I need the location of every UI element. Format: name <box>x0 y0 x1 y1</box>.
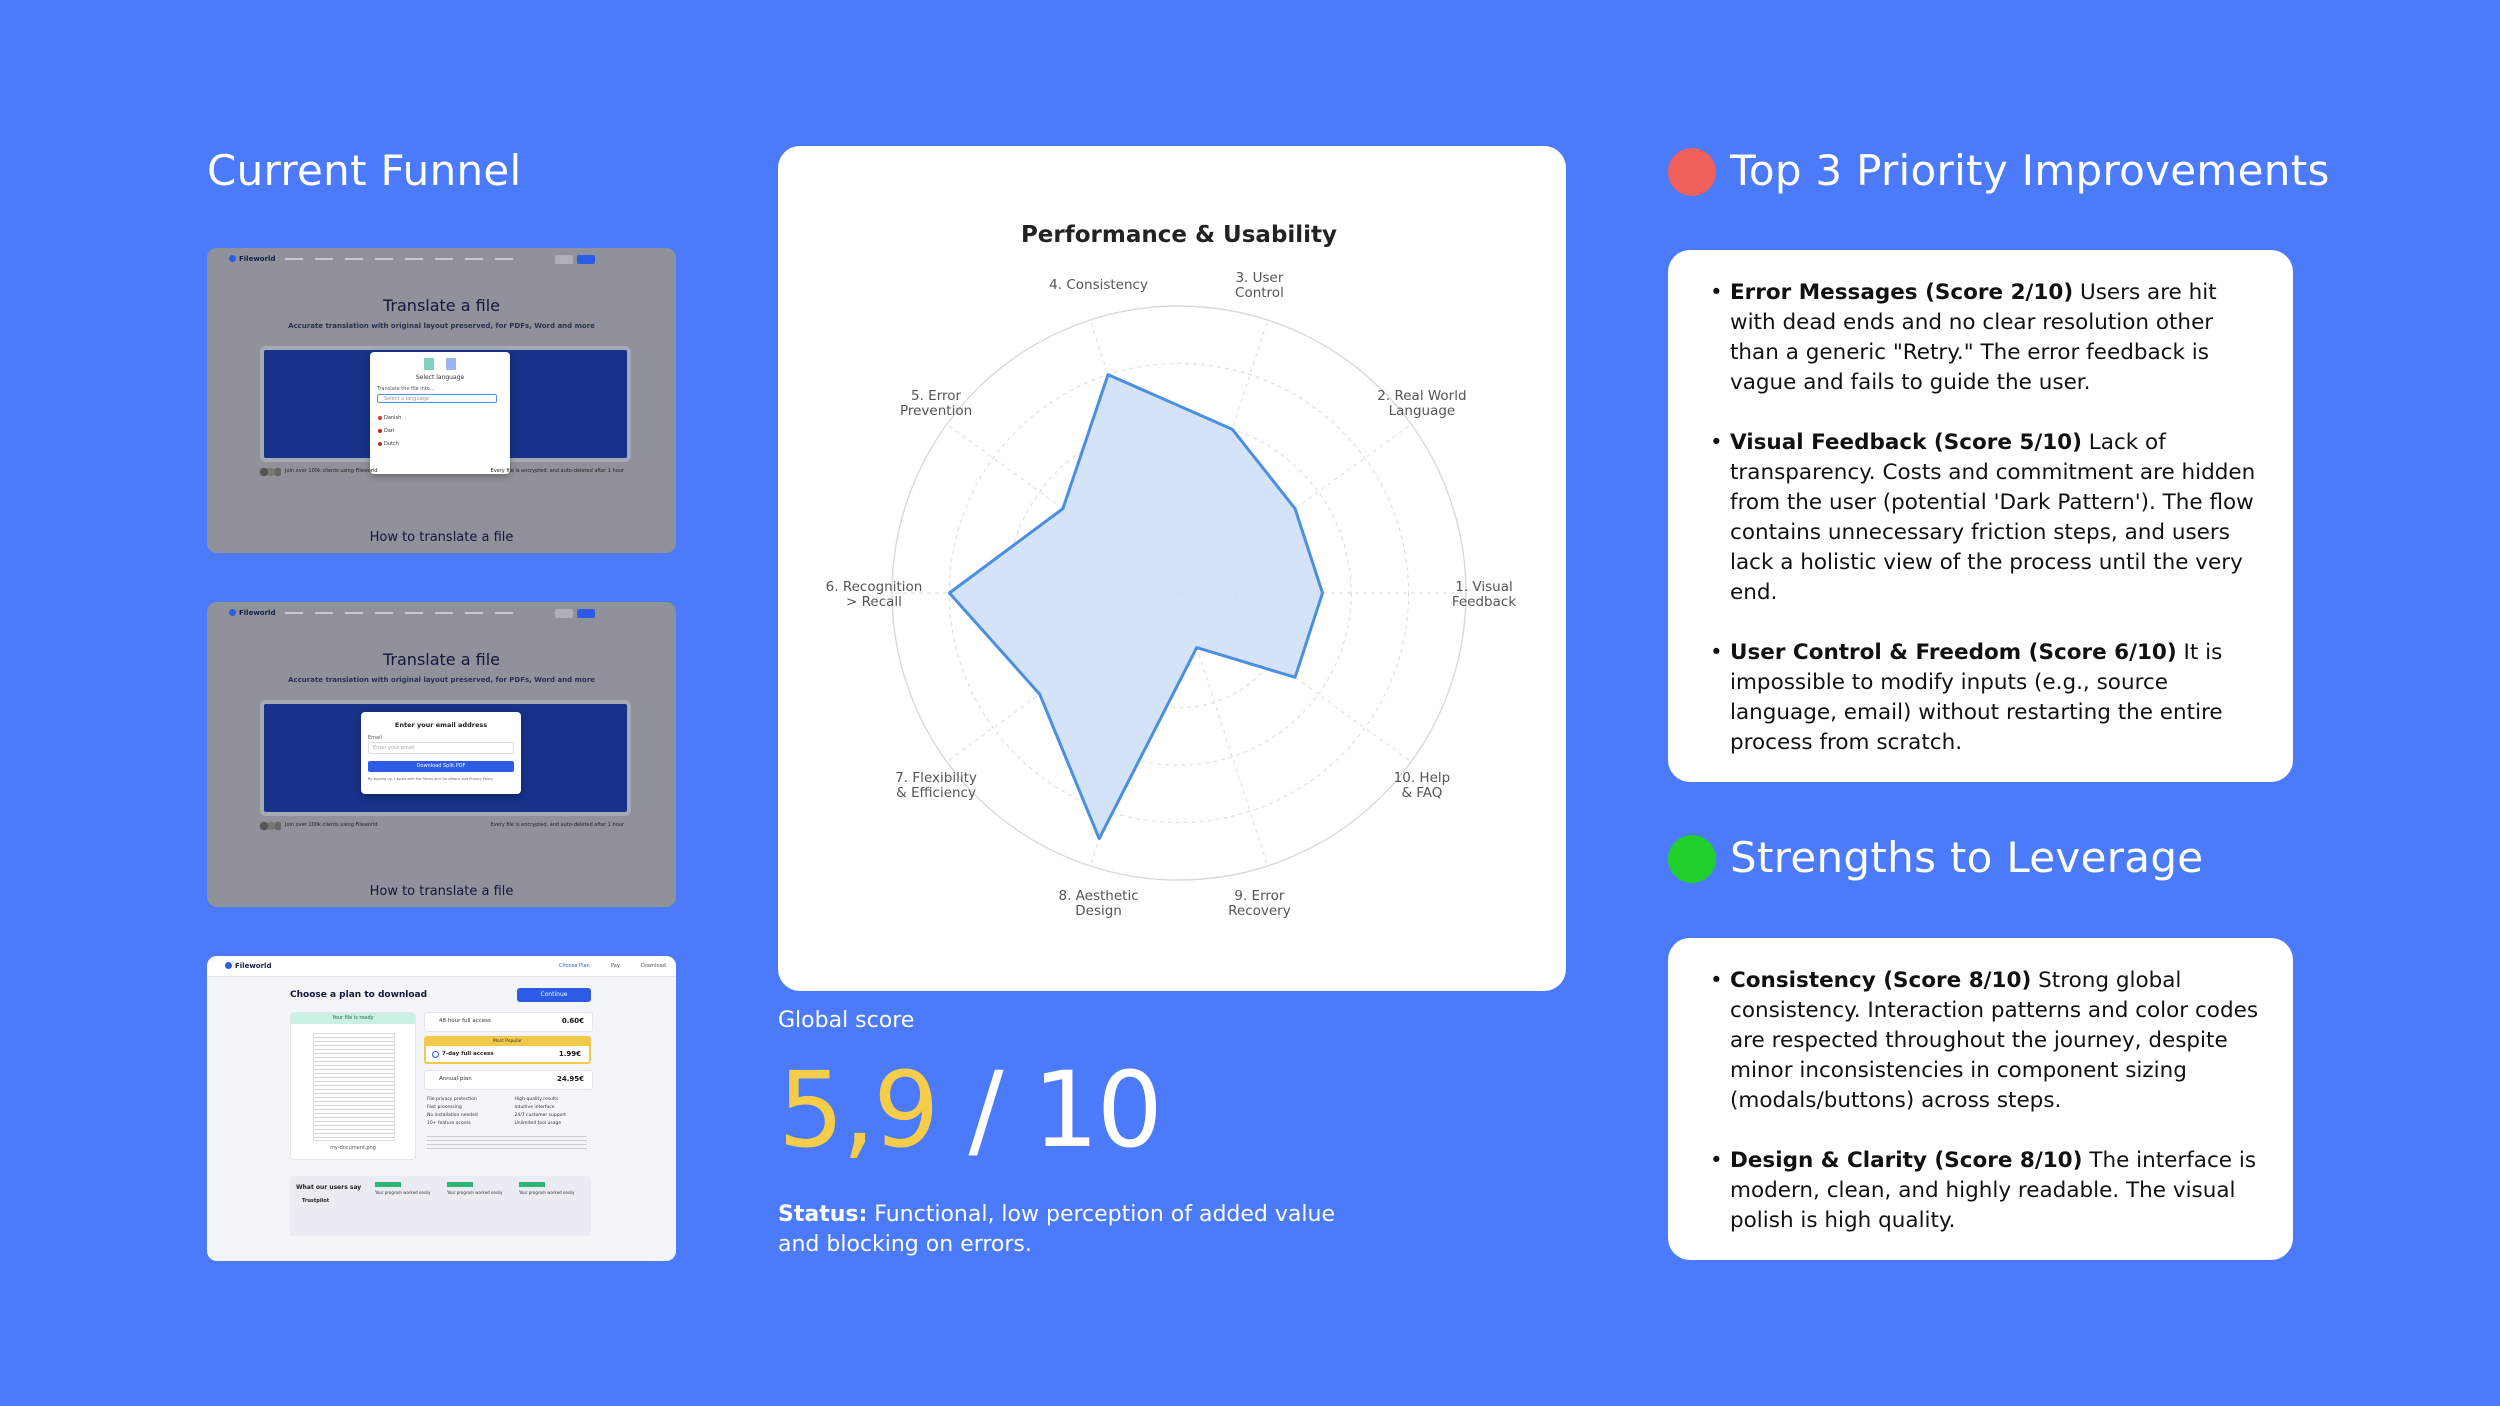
thumb-title: Translate a file <box>383 296 500 315</box>
priorities-list: Error Messages (Score 2/10) Users are hi… <box>1668 250 2293 758</box>
trustpilot-logo: Trustpilot <box>302 1198 330 1204</box>
funnel-screen-plans[interactable]: Fileworld Choose Plan Pay Download Choos… <box>207 956 676 1261</box>
radar-chart-card: Performance & Usability 1. Visual Feedbac… <box>778 146 1566 991</box>
plan-option-popular[interactable]: Most Popular 7-day full access 1.99€ <box>424 1036 591 1064</box>
status-text: Status: Functional, low perception of ad… <box>778 1200 1338 1260</box>
strengths-card: Consistency (Score 8/10) Strong global c… <box>1668 938 2293 1260</box>
feature-list: File privacy protection Fast processing … <box>427 1097 566 1126</box>
step-choose-plan: Choose Plan <box>559 963 590 969</box>
radar-axis-label: 2. Real World Language <box>1377 388 1466 419</box>
email-modal: Enter your email address Email Enter you… <box>361 712 521 794</box>
thumb-bottom-heading: How to translate a file <box>369 884 514 899</box>
strength-item: Consistency (Score 8/10) Strong global c… <box>1710 966 2267 1116</box>
thumb-title: Translate a file <box>383 650 500 669</box>
modal-label: Email <box>368 735 382 741</box>
review-card: Your program worked easily <box>519 1182 585 1230</box>
language-select[interactable]: Select a language <box>377 394 497 403</box>
plan-option[interactable]: 48 hour full access 0.60€ <box>424 1012 593 1032</box>
radar-axis-label: 4. Consistency <box>1049 277 1148 293</box>
status-label: Status: <box>778 1202 868 1227</box>
reviews-title: What our users say <box>296 1184 362 1191</box>
radar-axis-label: 6. Recognition > Recall <box>826 579 923 610</box>
thumb-footer-right: Every file is encrypted, and auto-delete… <box>490 468 624 474</box>
thumb-navbar: Fileworld <box>207 248 676 270</box>
radar-axis-label: 9. Error Recovery <box>1228 888 1291 919</box>
language-option[interactable]: Dari <box>384 428 395 434</box>
thumb-footer-left: Join over 100k clients using Fileworld <box>285 468 378 474</box>
radar-axis-label: 7. Flexibility & Efficiency <box>895 770 977 801</box>
modal-title: Enter your email address <box>394 721 488 729</box>
priority-item: User Control & Freedom (Score 6/10) It i… <box>1710 638 2267 758</box>
strengths-title: Strengths to Leverage <box>1730 833 2204 882</box>
strengths-list: Consistency (Score 8/10) Strong global c… <box>1668 938 2293 1236</box>
priority-red-dot-icon <box>1668 148 1716 196</box>
priorities-title: Top 3 Priority Improvements <box>1730 146 2330 195</box>
thumb-footer-left: Join over 100k clients using Fileworld <box>285 822 378 828</box>
review-card: Your program worked easily <box>375 1182 441 1230</box>
thumb-logo: Fileworld <box>225 962 271 970</box>
global-score-label: Global score <box>778 1008 915 1033</box>
thumb-navbar: Fileworld Choose Plan Pay Download <box>207 956 676 977</box>
global-score: 5,9 / 10 <box>778 1058 1163 1162</box>
funnel-screen-email[interactable]: Fileworld Translate a file Accurate tran… <box>207 602 676 907</box>
global-score-denominator: / 10 <box>968 1049 1162 1171</box>
priority-item: Error Messages (Score 2/10) Users are hi… <box>1710 278 2267 398</box>
star-rating <box>519 1182 545 1187</box>
thumb-subtitle: Accurate translation with original layou… <box>288 322 595 330</box>
chart-title: Performance & Usability <box>1021 222 1337 248</box>
radar-axis-label: 1. Visual Feedback <box>1452 579 1516 610</box>
document-thumbnail <box>313 1033 395 1141</box>
terms-text: By signing up, I agree with the Terms an… <box>368 777 494 781</box>
language-modal: Select language Translate the file into.… <box>370 352 510 474</box>
review-card: Your program worked easily <box>447 1182 513 1230</box>
radar-axis-label: 8. Aesthetic Design <box>1058 888 1138 919</box>
flag-icon <box>378 442 382 446</box>
global-score-value: 5,9 <box>778 1049 939 1171</box>
doc-name: my-document.png <box>330 1145 376 1151</box>
funnel-screen-language[interactable]: Fileworld Translate a file Accurate tran… <box>207 248 676 553</box>
flag-icon <box>378 416 382 420</box>
radar-series-area <box>947 373 1324 841</box>
radar-ring <box>891 305 1467 881</box>
language-option[interactable]: Dutch <box>384 441 399 447</box>
fine-print <box>427 1136 587 1150</box>
priorities-card: Error Messages (Score 2/10) Users are hi… <box>1668 250 2293 782</box>
avatars <box>259 467 281 477</box>
thumb-footer-right: Every file is encrypted, and auto-delete… <box>490 822 624 828</box>
thumb-logo: Fileworld <box>229 255 275 263</box>
language-option[interactable]: Danish <box>384 415 402 421</box>
strength-item: Design & Clarity (Score 8/10) The interf… <box>1710 1146 2267 1236</box>
file-ready-badge: Your file is ready <box>291 1013 415 1024</box>
plan-option[interactable]: Annual plan 24.95€ <box>424 1070 593 1090</box>
flag-icon <box>378 429 382 433</box>
thumb-bottom-heading: How to translate a file <box>369 530 514 545</box>
priority-item: Visual Feedback (Score 5/10) Lack of tra… <box>1710 428 2267 608</box>
radar-axis-label: 3. User Control <box>1235 270 1284 301</box>
continue-button[interactable]: Continue <box>517 988 591 1002</box>
step-pay: Pay <box>611 963 620 969</box>
avatars <box>259 821 281 831</box>
thumb-logo: Fileworld <box>229 609 275 617</box>
modal-title: Select language <box>415 374 465 381</box>
radio-selected-icon <box>432 1051 439 1058</box>
reviews-section: What our users say Trustpilot Your progr… <box>290 1176 591 1236</box>
star-rating <box>447 1182 473 1187</box>
thumb-subtitle: Accurate translation with original layou… <box>288 676 595 684</box>
radar-chart: Performance & Usability 1. Visual Feedbac… <box>826 222 1517 919</box>
status-description: Functional, low perception of added valu… <box>778 1202 1335 1257</box>
radar-axis-label: 10. Help & FAQ <box>1394 770 1451 801</box>
download-button[interactable]: Download Split.PDF <box>368 761 514 772</box>
modal-label: Translate the file into... <box>377 386 435 392</box>
strength-green-dot-icon <box>1668 835 1716 883</box>
thumb-title: Choose a plan to download <box>290 990 428 1000</box>
email-input[interactable]: Enter your email <box>368 742 514 754</box>
radar-axis-label: 5. Error Prevention <box>900 388 972 419</box>
funnel-title: Current Funnel <box>207 146 522 195</box>
star-rating <box>375 1182 401 1187</box>
step-download: Download <box>641 963 666 969</box>
thumb-navbar: Fileworld <box>207 602 676 624</box>
file-preview: Your file is ready my-document.png <box>290 1012 416 1160</box>
